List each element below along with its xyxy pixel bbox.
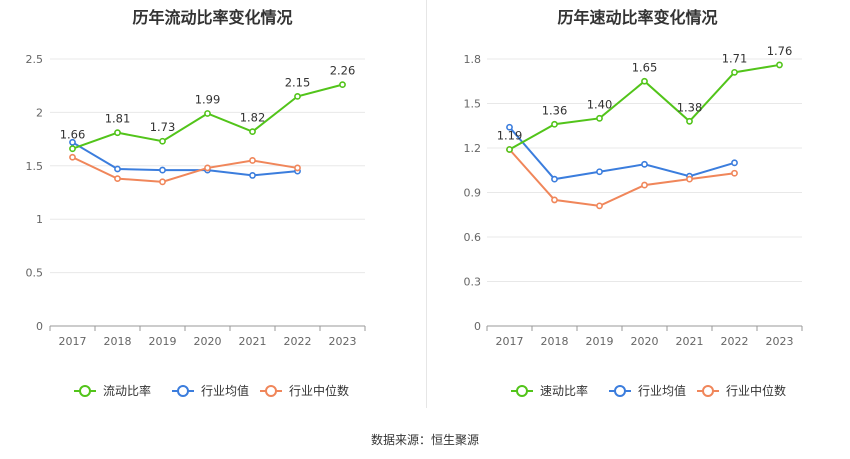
y-tick-label: 0 (474, 320, 481, 333)
data-point (731, 68, 738, 76)
data-point (731, 159, 738, 167)
data-point (551, 120, 558, 128)
data-point (114, 129, 121, 137)
data-label: 1.19 (497, 128, 523, 142)
data-point (249, 157, 256, 164)
y-tick-label: 1.2 (464, 142, 482, 155)
y-tick-label: 0.5 (26, 267, 44, 280)
y-tick-label: 1 (36, 213, 43, 226)
x-tick-label: 2019 (586, 335, 614, 348)
x-tick-label: 2023 (766, 335, 794, 348)
legend-label: 行业均值 (201, 383, 249, 398)
data-point (596, 202, 603, 210)
data-point (114, 165, 121, 173)
data-label: 1.66 (60, 128, 86, 142)
data-point (339, 81, 346, 89)
data-point (551, 175, 558, 183)
data-point (641, 160, 648, 168)
x-tick-label: 2018 (104, 335, 132, 348)
data-point (69, 138, 76, 146)
data-point (69, 145, 76, 153)
series-line-industry-mean (508, 126, 735, 181)
quick-ratio-chart: 历年速动比率变化情况 0 0.3 0.6 0.9 1.2 1.5 1.8 2017 2018 20… (425, 0, 850, 420)
data-source-note: 数据来源：恒生聚源 (370, 433, 479, 447)
data-point (641, 181, 648, 189)
x-tick-label: 2022 (721, 335, 749, 348)
data-point (294, 164, 301, 172)
legend-label: 行业中位数 (289, 383, 349, 398)
y-tick-label: 0.6 (464, 231, 482, 244)
data-point (551, 196, 558, 204)
legend-marker-icon (702, 385, 714, 397)
x-tick-label: 2017 (496, 335, 524, 348)
data-point (506, 146, 513, 153)
data-label: 1.99 (195, 92, 221, 106)
data-label: 1.76 (767, 44, 793, 58)
data-label: 2.15 (285, 75, 311, 89)
data-point (159, 178, 166, 186)
data-label: 1.81 (105, 112, 131, 126)
legend-marker-icon (614, 385, 626, 397)
data-point (596, 168, 603, 176)
data-point (686, 175, 693, 183)
y-tick-label: 2.5 (26, 53, 44, 66)
y-tick-label: 1.5 (464, 98, 482, 111)
data-label: 2.26 (330, 64, 356, 78)
panel-divider (426, 0, 427, 408)
y-tick-label: 1.8 (464, 53, 482, 66)
y-tick-label: 0.3 (464, 276, 482, 289)
x-tick-label: 2019 (149, 335, 177, 348)
x-tick-label: 2018 (541, 335, 569, 348)
y-tick-label: 2 (36, 106, 43, 119)
series-line-industry-median (508, 148, 735, 207)
series-line-industry-mean (71, 141, 298, 177)
x-tick-label: 2022 (284, 335, 312, 348)
chart-title: 历年速动比率变化情况 (557, 8, 718, 27)
x-tick-label: 2017 (59, 335, 87, 348)
y-tick-label: 0 (36, 320, 43, 333)
series-line-industry-median (72, 156, 298, 183)
data-label: 1.36 (542, 103, 568, 117)
legend-label: 速动比率 (540, 383, 588, 398)
data-label: 1.82 (240, 111, 266, 125)
legend-label: 行业中位数 (726, 383, 786, 398)
data-point (294, 92, 301, 100)
x-tick-label: 2020 (631, 335, 659, 348)
data-label: 1.38 (677, 100, 703, 114)
quick-ratio-plot: 0 0.3 0.6 0.9 1.2 1.5 1.8 2017 2018 2019 2020 2021 2… (464, 44, 803, 398)
data-point (249, 128, 256, 136)
data-point (641, 77, 648, 85)
y-tick-label: 0.9 (464, 187, 482, 200)
x-tick-label: 2021 (676, 335, 704, 348)
data-point (159, 137, 166, 145)
chart-title: 历年流动比率变化情况 (132, 8, 293, 27)
current-ratio-chart: 历年流动比率变化情况 0 0.5 1 1.5 2 2.5 2017 2018 2019 2020 2… (0, 0, 425, 420)
legend-label: 行业均值 (638, 383, 686, 398)
data-point (114, 175, 121, 183)
x-tick-label: 2023 (329, 335, 357, 348)
legend-marker-icon (265, 385, 277, 397)
legend-marker-icon (516, 385, 528, 397)
data-label: 1.40 (587, 97, 613, 111)
data-point (69, 153, 76, 161)
data-point (776, 61, 783, 69)
data-point (506, 123, 513, 131)
data-point (204, 110, 211, 117)
data-label: 1.73 (150, 120, 176, 134)
x-tick-label: 2021 (239, 335, 267, 348)
data-label: 1.65 (632, 60, 658, 74)
legend-marker-icon (177, 385, 189, 397)
data-point (731, 169, 738, 177)
data-point (686, 117, 693, 125)
y-tick-label: 1.5 (26, 160, 44, 173)
data-point (249, 172, 256, 179)
legend-marker-icon (79, 385, 91, 397)
legend-label: 流动比率 (103, 383, 151, 398)
data-point (159, 166, 166, 174)
data-point (596, 114, 603, 122)
current-ratio-plot: 0 0.5 1 1.5 2 2.5 2017 2018 2019 2020 2021 2022 2023… (26, 53, 366, 398)
data-label: 1.71 (722, 51, 748, 65)
x-tick-label: 2020 (194, 335, 222, 348)
data-point (204, 164, 211, 172)
